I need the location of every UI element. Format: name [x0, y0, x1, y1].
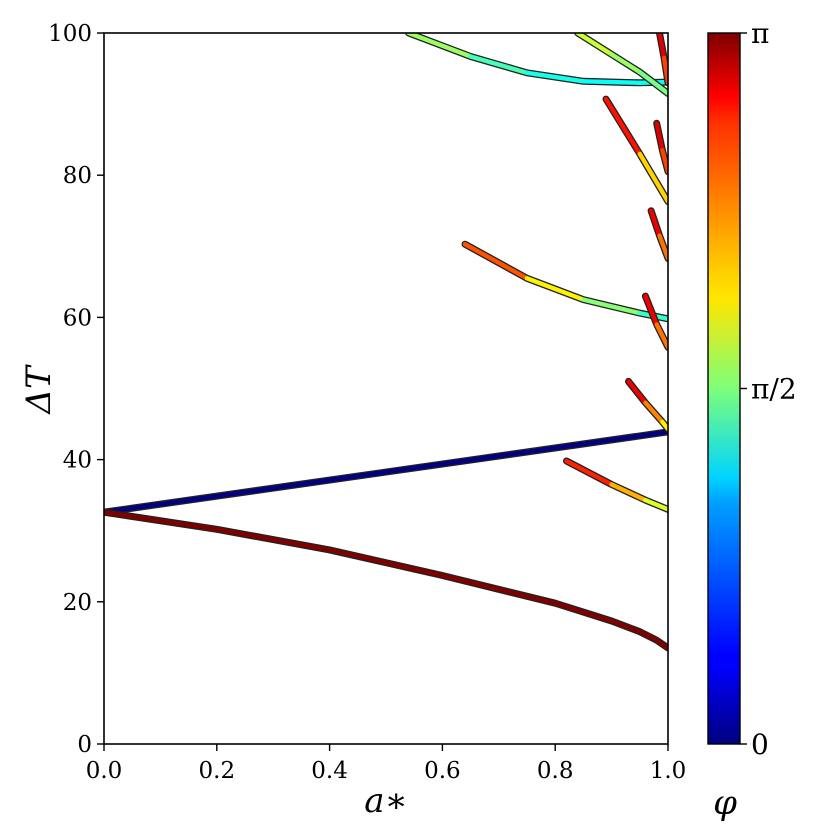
series-segment — [637, 151, 668, 204]
series-segment — [524, 276, 586, 302]
series-segment — [657, 233, 668, 261]
series-9 — [653, 119, 668, 176]
series-segment — [406, 33, 473, 59]
y-tick-label: 80 — [63, 163, 92, 189]
series-2 — [104, 508, 668, 652]
y-tick-label: 60 — [63, 305, 92, 331]
series-segment — [603, 96, 642, 157]
colorbar: 0 π/2 π φ — [707, 17, 797, 823]
colorbar-gradient — [707, 32, 741, 745]
series-segment — [104, 429, 668, 515]
series-segment — [564, 458, 614, 487]
series-segment — [440, 573, 558, 606]
y-axis-label: ΔT — [19, 364, 59, 416]
series-segment — [654, 121, 665, 153]
series-segment — [581, 79, 642, 85]
colorbar-ticks: 0 π/2 π — [740, 17, 797, 761]
series-segment — [643, 497, 668, 512]
x-tick-label: 0.2 — [199, 758, 236, 784]
series-5 — [461, 240, 668, 323]
series-10 — [405, 33, 668, 87]
y-tick-label: 20 — [63, 590, 92, 616]
series-segment — [637, 629, 659, 643]
x-tick-label: 0.8 — [537, 758, 574, 784]
series-segment — [609, 618, 642, 634]
series-segment — [468, 54, 530, 76]
series-segment — [581, 297, 642, 316]
series-layer — [104, 33, 668, 652]
series-segment — [214, 527, 332, 553]
series-1 — [104, 428, 668, 516]
series-segment — [104, 510, 220, 532]
y-tick-label: 100 — [48, 21, 92, 47]
series-segment — [553, 601, 614, 624]
x-axis: 0.0 0.2 0.4 0.6 0.8 1.0 — [86, 744, 687, 784]
series-8 — [602, 95, 668, 205]
x-tick-label: 0.4 — [311, 758, 348, 784]
series-segment — [643, 400, 665, 425]
series-segment — [657, 33, 667, 61]
series-segment — [660, 148, 668, 174]
y-axis: 0 20 40 60 80 100 — [48, 21, 104, 758]
series-segment — [524, 70, 586, 84]
plot-frame — [103, 32, 669, 745]
y-tick-label: 0 — [77, 732, 92, 758]
series-12 — [656, 33, 668, 87]
series-6 — [641, 292, 668, 351]
colorbar-tick-label: 0 — [751, 728, 769, 761]
series-segment — [462, 241, 530, 281]
series-segment — [626, 379, 648, 405]
x-tick-label: 0.6 — [424, 758, 461, 784]
series-segment — [643, 293, 659, 327]
colorbar-tick-label: π/2 — [751, 373, 797, 406]
series-segment — [575, 33, 614, 57]
series-outline — [104, 508, 668, 652]
colorbar-label: φ — [713, 783, 737, 823]
series-segment — [637, 69, 668, 96]
x-axis-label: a∗ — [364, 781, 407, 821]
x-tick-label: 1.0 — [650, 758, 687, 784]
series-segment — [609, 482, 648, 503]
series-segment — [609, 52, 642, 75]
colorbar-tick-label: π — [751, 17, 769, 50]
series-11 — [574, 33, 668, 97]
series-segment — [654, 637, 668, 651]
series-segment — [327, 547, 445, 578]
series-4 — [625, 377, 668, 433]
y-tick-label: 40 — [63, 448, 92, 474]
series-7 — [647, 207, 668, 262]
x-tick-label: 0.0 — [86, 758, 123, 784]
series-outline — [461, 240, 668, 323]
series-3 — [563, 457, 668, 513]
series-segment — [648, 208, 662, 238]
series-segment — [660, 419, 668, 432]
series-segment — [654, 322, 668, 350]
